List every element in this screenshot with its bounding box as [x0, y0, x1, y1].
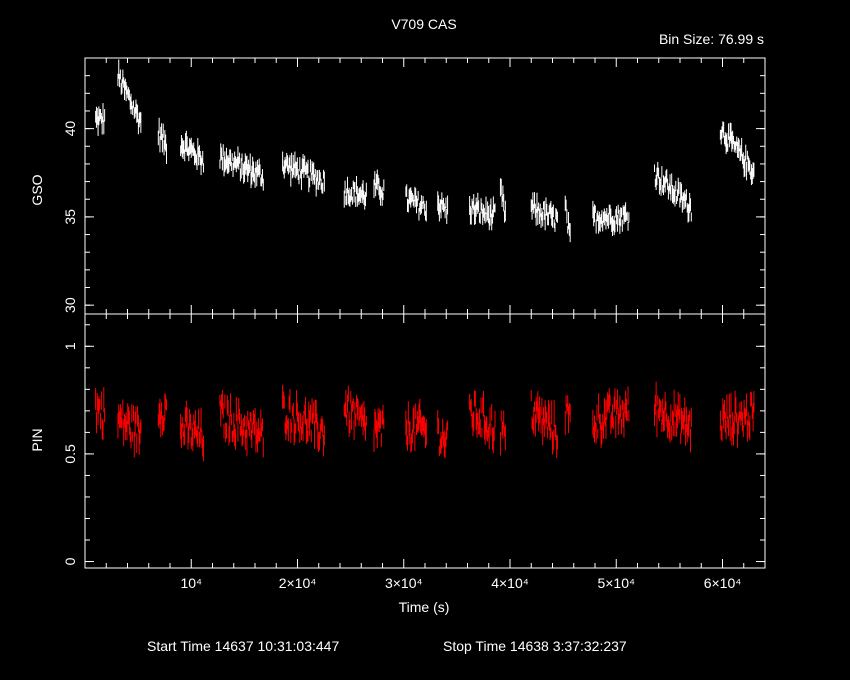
top-panel-y-tick-labels: 30 35 40: [62, 121, 78, 313]
x-tick-labels: 10⁴ 2×10⁴ 3×10⁴ 4×10⁴ 5×10⁴ 6×10⁴: [180, 575, 741, 591]
y-tick-label: 0: [62, 557, 78, 565]
gso-series: [95, 59, 755, 243]
chart-title: V709 CAS: [391, 16, 456, 32]
x-axis-label: Time (s): [399, 599, 450, 615]
x-tick-label: 4×10⁴: [491, 575, 529, 591]
bottom-panel-y-tick-labels: 00.51: [62, 342, 78, 565]
pin-axis-label: PIN: [29, 428, 45, 451]
top-panel-ticks: [85, 57, 765, 314]
time-footer: Start Time 14637 10:31:03:447 Stop Time …: [147, 638, 627, 654]
start-time-label: Start Time 14637 10:31:03:447: [147, 638, 339, 654]
x-tick-label: 2×10⁴: [279, 575, 317, 591]
top-panel: 30 35 40 GSO: [29, 57, 766, 315]
bottom-panel-frame: [84, 313, 766, 569]
header: V709 CAS Bin Size: 76.99 s: [391, 16, 764, 47]
y-tick-label: 35: [62, 209, 78, 225]
bin-size-label: Bin Size: 76.99 s: [659, 31, 764, 47]
y-tick-label: 1: [62, 342, 78, 350]
x-tick-label: 3×10⁴: [385, 575, 423, 591]
bottom-panel: 00.51 10⁴ 2×10⁴ 3×10⁴ 4×10⁴ 5×10⁴ 6×10⁴ PIN: [29, 313, 766, 591]
y-tick-label: 40: [62, 121, 78, 137]
gso-axis-label: GSO: [29, 174, 45, 205]
y-tick-label: 30: [62, 297, 78, 313]
x-tick-label: 5×10⁴: [597, 575, 635, 591]
x-tick-label: 10⁴: [180, 575, 202, 591]
stop-time-label: Stop Time 14638 3:37:32:237: [443, 638, 627, 654]
pin-series: [95, 381, 755, 461]
y-tick-label: 0.5: [62, 444, 78, 464]
bottom-panel-ticks: [85, 314, 765, 568]
x-tick-label: 6×10⁴: [704, 575, 742, 591]
